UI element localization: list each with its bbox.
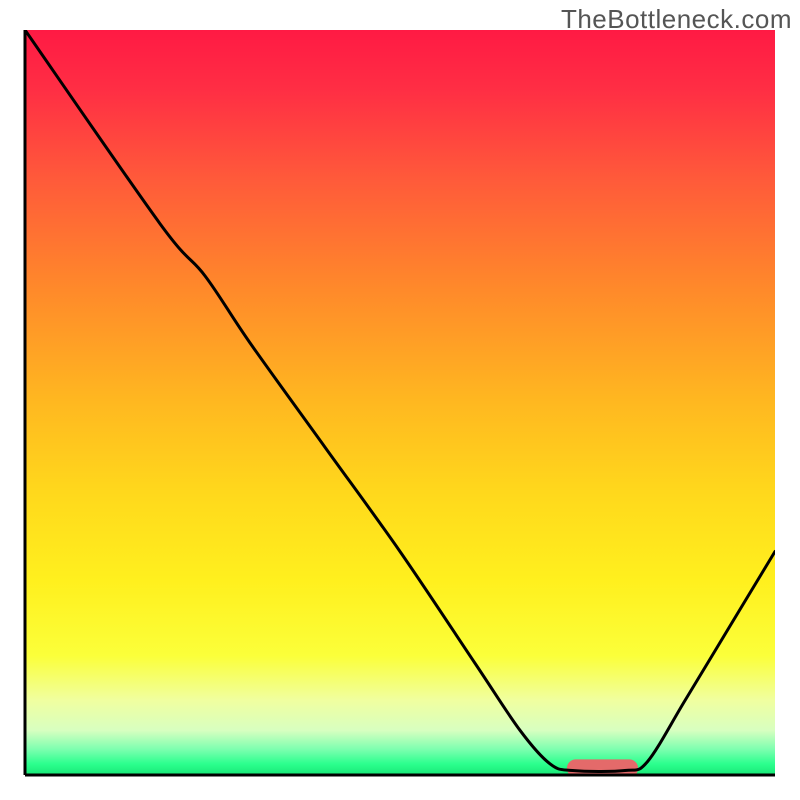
watermark-label: TheBottleneck.com [561,4,792,35]
gradient-background [25,30,775,775]
bottleneck-chart [0,0,800,800]
chart-stage: TheBottleneck.com [0,0,800,800]
